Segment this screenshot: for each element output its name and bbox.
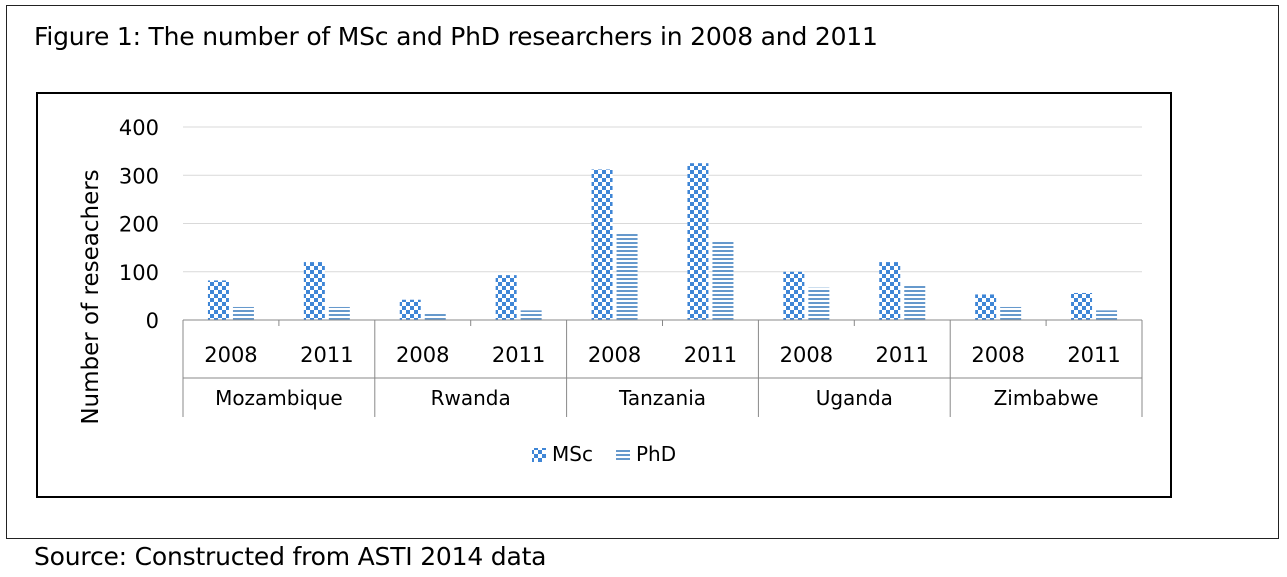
bar-phd-uganda-2011 xyxy=(904,285,926,320)
x-country-label: Rwanda xyxy=(431,386,511,410)
bar-phd-zimbabwe-2008 xyxy=(1000,306,1022,320)
x-year-label: 2011 xyxy=(492,343,545,367)
bar-phd-rwanda-2008 xyxy=(424,313,446,320)
x-year-label: 2008 xyxy=(204,343,257,367)
bar-msc-rwanda-2011 xyxy=(495,275,517,320)
bar-phd-zimbabwe-2011 xyxy=(1096,310,1118,320)
x-country-label: Mozambique xyxy=(215,386,343,410)
x-year-label: 2011 xyxy=(876,343,929,367)
bar-msc-rwanda-2008 xyxy=(399,299,421,320)
x-country-label: Uganda xyxy=(816,386,893,410)
x-country-label: Tanzania xyxy=(618,386,706,410)
y-tick-label: 400 xyxy=(119,116,159,140)
y-tick-label: 100 xyxy=(119,261,159,285)
x-year-label: 2011 xyxy=(684,343,737,367)
bar-msc-tanzania-2008 xyxy=(591,169,613,320)
bar-msc-tanzania-2011 xyxy=(687,163,709,320)
x-year-label: 2008 xyxy=(780,343,833,367)
x-year-label: 2011 xyxy=(1067,343,1120,367)
bar-chart: 0 100 200 300 400 2008 2011 2008 2011 2008 2011 200… xyxy=(78,116,1143,466)
x-country-label: Zimbabwe xyxy=(994,386,1099,410)
bar-phd-uganda-2008 xyxy=(808,287,830,320)
bar-phd-tanzania-2011 xyxy=(712,240,734,320)
legend-swatch-phd xyxy=(616,448,630,462)
x-year-label: 2011 xyxy=(300,343,353,367)
legend-label-phd: PhD xyxy=(636,442,676,466)
figure-frame xyxy=(6,5,1279,539)
legend-label-msc: MSc xyxy=(552,442,593,466)
bar-phd-tanzania-2008 xyxy=(616,233,638,320)
x-year-label: 2008 xyxy=(971,343,1024,367)
y-tick-label: 0 xyxy=(146,309,159,333)
x-year-label: 2008 xyxy=(588,343,641,367)
bar-msc-uganda-2008 xyxy=(783,271,805,320)
y-axis-title: Number of reseachers xyxy=(78,169,104,424)
source-note: Source: Constructed from ASTI 2014 data xyxy=(34,542,547,571)
bar-phd-mozambique-2011 xyxy=(328,306,350,320)
bar-msc-mozambique-2011 xyxy=(303,262,325,320)
figure-title: Figure 1: The number of MSc and PhD rese… xyxy=(34,22,878,51)
x-year-label: 2008 xyxy=(396,343,449,367)
bar-msc-zimbabwe-2011 xyxy=(1071,292,1093,320)
bar-msc-uganda-2011 xyxy=(879,262,901,320)
bar-phd-mozambique-2008 xyxy=(232,306,254,320)
y-tick-label: 300 xyxy=(119,164,159,188)
legend-swatch-msc xyxy=(532,448,546,462)
y-tick-label: 200 xyxy=(119,213,159,237)
bar-msc-mozambique-2008 xyxy=(207,280,229,320)
chart-frame: 0 100 200 300 400 2008 2011 2008 2011 2008 2011 200… xyxy=(36,92,1172,498)
bar-phd-rwanda-2011 xyxy=(520,310,542,320)
bar-msc-zimbabwe-2008 xyxy=(975,294,997,320)
